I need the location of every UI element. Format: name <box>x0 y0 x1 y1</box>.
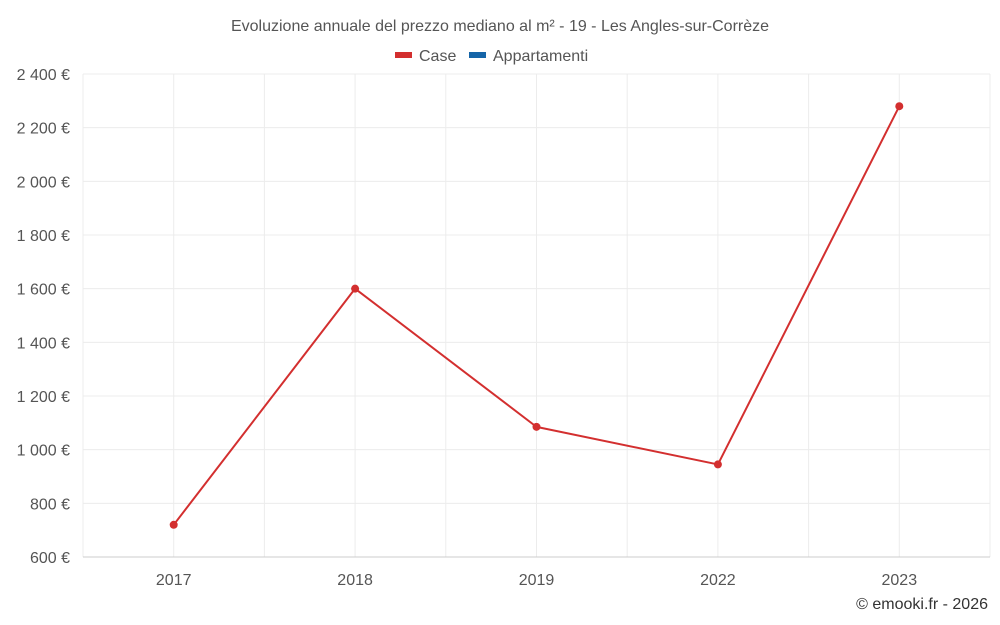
chart-title: Evoluzione annuale del prezzo mediano al… <box>231 18 769 35</box>
y-tick-label: 800 € <box>30 496 70 513</box>
x-tick-label: 2017 <box>156 572 192 589</box>
data-point-case[interactable] <box>895 102 904 111</box>
legend-swatch-appartamenti <box>469 52 486 58</box>
x-axis: 2017 2018 2019 2022 2023 <box>83 556 990 589</box>
x-tick-label: 2018 <box>337 572 373 589</box>
y-tick-label: 2 400 € <box>17 67 70 84</box>
grid <box>82 73 991 557</box>
legend-item-appartamenti[interactable]: Appartamenti <box>469 48 588 65</box>
data-point-case[interactable] <box>169 520 178 529</box>
y-tick-label: 1 800 € <box>17 228 70 245</box>
data-point-case[interactable] <box>351 284 360 293</box>
data-point-case[interactable] <box>532 422 541 431</box>
legend-label-case: Case <box>419 48 456 65</box>
legend-label-appartamenti: Appartamenti <box>493 48 588 65</box>
y-tick-label: 2 000 € <box>17 174 70 191</box>
x-tick-label: 2023 <box>882 572 918 589</box>
legend-swatch-case <box>395 52 412 58</box>
y-tick-label: 1 000 € <box>17 443 70 460</box>
legend-item-case[interactable]: Case <box>395 48 456 65</box>
y-tick-label: 1 400 € <box>17 335 70 352</box>
x-tick-label: 2022 <box>700 572 736 589</box>
x-tick-label: 2019 <box>519 572 555 589</box>
y-tick-label: 1 600 € <box>17 282 70 299</box>
series <box>169 102 904 529</box>
y-axis: 600 € 800 € 1 000 € 1 200 € 1 400 € 1 600 € 1 … <box>17 67 70 567</box>
credit: © emooki.fr - 2026 <box>856 596 988 613</box>
y-tick-label: 1 200 € <box>17 389 70 406</box>
y-tick-label: 600 € <box>30 550 70 567</box>
legend: Case Appartamenti <box>395 48 588 65</box>
y-tick-label: 2 200 € <box>17 121 70 138</box>
data-point-case[interactable] <box>713 460 722 469</box>
